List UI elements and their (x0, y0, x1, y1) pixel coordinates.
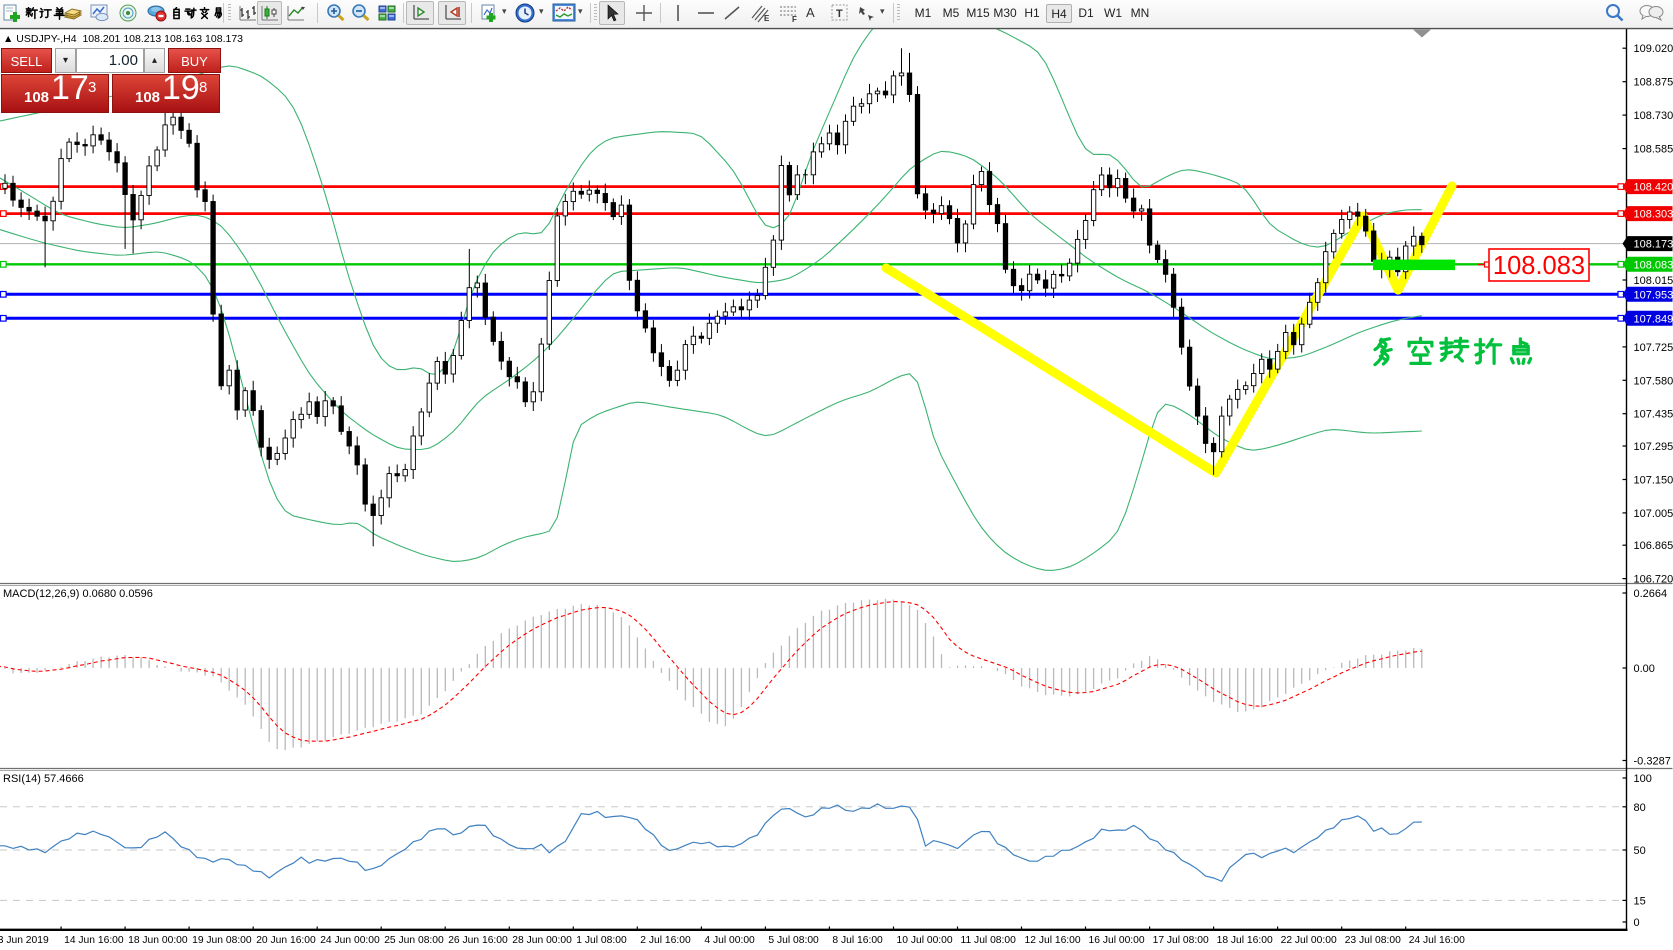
svg-text:18 Jun 00:00: 18 Jun 00:00 (128, 935, 188, 946)
svg-text:107.435: 107.435 (1634, 409, 1673, 421)
svg-text:107.725: 107.725 (1634, 342, 1673, 354)
svg-text:19 Jun 08:00: 19 Jun 08:00 (192, 935, 252, 946)
svg-text:107.150: 107.150 (1634, 475, 1673, 487)
svg-text:0.00: 0.00 (1634, 663, 1655, 675)
svg-text:108.015: 108.015 (1634, 275, 1673, 287)
svg-text:T: T (836, 8, 843, 20)
svg-text:108.083: 108.083 (1634, 259, 1673, 271)
svg-text:14 Jun 16:00: 14 Jun 16:00 (64, 935, 124, 946)
svg-text:5 Jul 08:00: 5 Jul 08:00 (768, 935, 819, 946)
svg-text:24 Jun 00:00: 24 Jun 00:00 (320, 935, 380, 946)
svg-text:0.2664: 0.2664 (1634, 588, 1668, 600)
svg-text:50: 50 (1634, 845, 1646, 857)
svg-text:24 Jul 16:00: 24 Jul 16:00 (1409, 935, 1465, 946)
svg-text:17 Jul 08:00: 17 Jul 08:00 (1153, 935, 1209, 946)
svg-text:108.585: 108.585 (1634, 144, 1673, 156)
svg-text:25 Jun 08:00: 25 Jun 08:00 (384, 935, 444, 946)
svg-text:100: 100 (1634, 773, 1652, 785)
svg-text:107.005: 107.005 (1634, 508, 1673, 520)
svg-text:13 Jun 2019: 13 Jun 2019 (0, 935, 49, 946)
svg-text:E: E (764, 14, 770, 23)
svg-text:MACD(12,26,9) 0.0680 0.0596: MACD(12,26,9) 0.0680 0.0596 (3, 588, 153, 600)
svg-text:107.580: 107.580 (1634, 375, 1673, 387)
svg-text:20 Jun 16:00: 20 Jun 16:00 (256, 935, 316, 946)
svg-text:108.173: 108.173 (1634, 239, 1673, 251)
svg-text:108.875: 108.875 (1634, 77, 1673, 89)
svg-text:106.865: 106.865 (1634, 540, 1673, 552)
svg-text:23 Jul 08:00: 23 Jul 08:00 (1345, 935, 1401, 946)
svg-text:-0.3287: -0.3287 (1634, 756, 1671, 768)
svg-text:RSI(14) 57.4666: RSI(14) 57.4666 (3, 773, 84, 785)
svg-text:26 Jun 16:00: 26 Jun 16:00 (448, 935, 508, 946)
svg-text:10 Jul 00:00: 10 Jul 00:00 (897, 935, 953, 946)
svg-text:107.849: 107.849 (1634, 313, 1673, 325)
svg-text:12 Jul 16:00: 12 Jul 16:00 (1025, 935, 1081, 946)
svg-text:4 Jul 00:00: 4 Jul 00:00 (704, 935, 755, 946)
svg-text:22 Jul 00:00: 22 Jul 00:00 (1281, 935, 1337, 946)
svg-text:1 Jul 08:00: 1 Jul 08:00 (576, 935, 627, 946)
svg-text:15: 15 (1634, 895, 1646, 907)
svg-text:106.720: 106.720 (1634, 574, 1673, 586)
svg-text:80: 80 (1634, 802, 1646, 814)
svg-text:F: F (792, 15, 797, 23)
svg-text:108.420: 108.420 (1634, 182, 1673, 194)
svg-text:107.953: 107.953 (1634, 289, 1673, 301)
svg-text:28 Jun 00:00: 28 Jun 00:00 (512, 935, 572, 946)
svg-text:108.730: 108.730 (1634, 110, 1673, 122)
svg-text:109.020: 109.020 (1634, 43, 1673, 55)
svg-text:11 Jul 08:00: 11 Jul 08:00 (961, 935, 1017, 946)
svg-text:18 Jul 16:00: 18 Jul 16:00 (1217, 935, 1273, 946)
svg-text:8 Jul 16:00: 8 Jul 16:00 (832, 935, 883, 946)
svg-text:108.303: 108.303 (1634, 209, 1673, 221)
svg-text:107.295: 107.295 (1634, 441, 1673, 453)
svg-text:0: 0 (1634, 917, 1640, 929)
svg-text:2 Jul 16:00: 2 Jul 16:00 (640, 935, 691, 946)
svg-text:108.083: 108.083 (1493, 252, 1585, 280)
svg-text:16 Jul 00:00: 16 Jul 00:00 (1089, 935, 1145, 946)
